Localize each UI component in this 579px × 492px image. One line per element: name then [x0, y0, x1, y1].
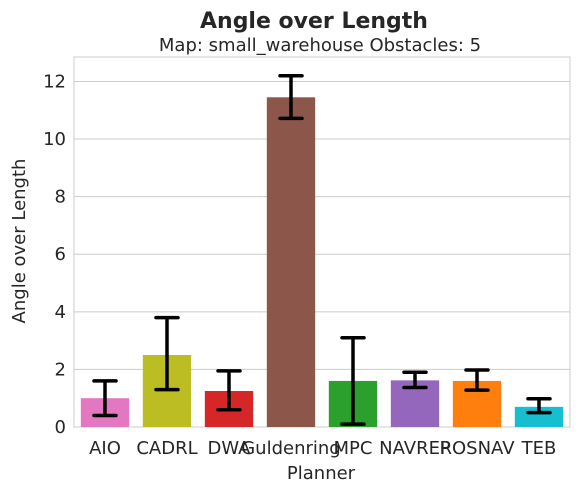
y-tick-label: 6: [55, 244, 66, 265]
y-tick-label: 8: [55, 187, 66, 208]
x-axis-label: Planner: [287, 463, 356, 484]
x-tick-label: AIO: [89, 438, 121, 459]
y-axis-label: Angle over Length: [9, 159, 30, 324]
y-tick-labels: 0 2 4 6 8 10 12: [43, 71, 66, 438]
x-tick-label: Guldenring: [241, 438, 341, 459]
x-tick-label: ROSNAV: [439, 438, 515, 459]
y-tick-label: 4: [55, 302, 66, 323]
y-tick-label: 0: [55, 417, 66, 438]
bars: [81, 97, 563, 427]
chart-subtitle: Map: small_warehouse Obstacles: 5: [159, 35, 481, 56]
x-tick-label: CADRL: [136, 438, 197, 459]
x-tick-label: TEB: [521, 438, 557, 459]
bar: [267, 97, 315, 427]
x-tick-label: MPC: [334, 438, 373, 459]
chart-title: Angle over Length: [200, 9, 428, 34]
y-tick-label: 10: [43, 129, 66, 150]
y-tick-label: 12: [43, 71, 66, 92]
y-tick-label: 2: [55, 359, 66, 380]
